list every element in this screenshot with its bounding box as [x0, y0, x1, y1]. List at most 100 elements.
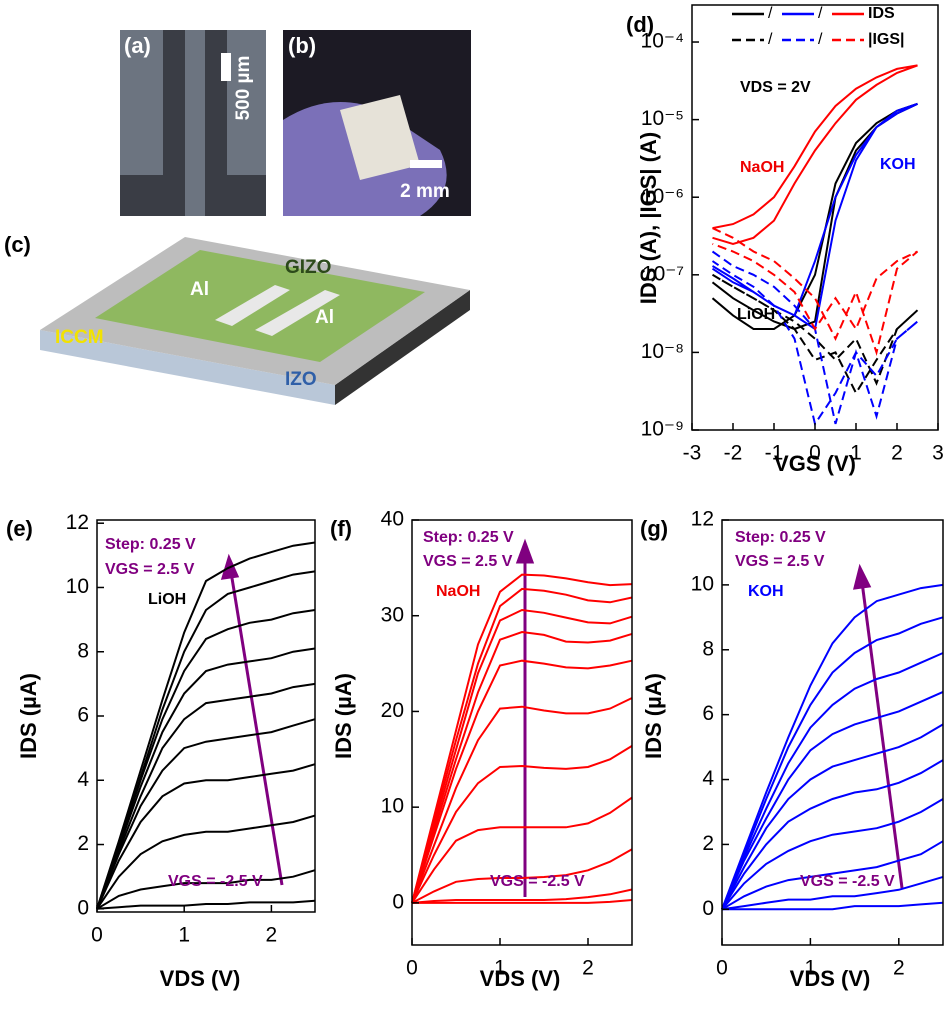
x-tick-label: -2 — [724, 442, 743, 465]
legend-label: |IGS| — [868, 31, 905, 48]
series-line — [411, 630, 633, 904]
annotation: VDS = 2V — [740, 79, 811, 96]
series-line — [721, 616, 944, 910]
series-line — [721, 652, 944, 910]
series-line — [712, 64, 918, 245]
x-tick-label: 1 — [805, 957, 817, 980]
y-tick-label: 10⁻⁸ — [641, 340, 684, 363]
chart: (d) -3 -2 -1 0 1 2 3 10⁻⁹ 10⁻⁸ 10⁻⁷ 10⁻⁶ 10⁻⁵ 10⁻⁴ VGS… — [626, 4, 944, 476]
series-line — [722, 901, 944, 911]
y-tick-label: 10⁻⁴ — [641, 30, 684, 53]
x-tick-label: 2 — [266, 924, 278, 947]
y-axis-label: IDS (µA) — [331, 673, 356, 759]
y-tick-label: 10⁻⁵ — [641, 107, 684, 130]
y-tick-label: 0 — [392, 890, 404, 913]
annotation: NaOH — [436, 583, 480, 600]
x-tick-label: 2 — [893, 957, 905, 980]
x-tick-label: 0 — [406, 957, 418, 980]
y-axis-label: IDS (A), |IGS| (A) — [636, 132, 661, 304]
layer-label: ICCM — [55, 327, 104, 348]
x-axis-label: VGS (V) — [774, 451, 856, 476]
series-line — [721, 690, 944, 910]
series-line — [711, 102, 918, 331]
image-b: (b) 2 mm — [283, 30, 471, 216]
plot-frame — [721, 519, 944, 946]
series-line — [96, 718, 316, 910]
y-tick-label: 4 — [77, 768, 89, 791]
series-line — [711, 273, 919, 396]
series-line — [721, 875, 944, 911]
series-line — [411, 796, 633, 904]
y-tick-label: 4 — [702, 767, 714, 790]
panel-label: (e) — [6, 516, 33, 541]
x-axis-label: VDS (V) — [790, 966, 871, 991]
sample — [340, 95, 420, 180]
x-tick-label: -1 — [765, 442, 784, 465]
annotation: VGS = 2.5 V — [735, 553, 825, 570]
x-tick-label: 3 — [932, 442, 944, 465]
arrow-head — [853, 563, 872, 590]
y-axis-label: IDS (µA) — [641, 673, 666, 759]
annotation: VGS = -2.5 V — [490, 873, 585, 890]
series-line — [721, 798, 944, 910]
plot-frame — [411, 519, 633, 946]
annotation: VGS = -2.5 V — [800, 873, 895, 890]
y-tick-label: 8 — [77, 639, 89, 662]
y-tick-label: 6 — [702, 702, 714, 725]
series-line — [411, 587, 633, 904]
series-line — [96, 763, 316, 910]
series-line — [96, 814, 316, 910]
substrate-side — [40, 330, 335, 405]
x-tick-label: 0 — [716, 957, 728, 980]
scale-label: 2 mm — [400, 181, 450, 202]
legend-label: IDS — [868, 5, 895, 22]
y-tick-label: 30 — [381, 603, 404, 626]
annotation: LiOH — [737, 306, 775, 323]
series-line — [411, 659, 633, 904]
series-line — [411, 608, 633, 904]
x-axis-label: VDS (V) — [160, 966, 241, 991]
annotation: Step: 0.25 V — [423, 529, 514, 546]
series-line — [96, 570, 316, 910]
series-line — [721, 840, 944, 911]
layer-label: Al — [315, 307, 334, 328]
series-line — [721, 583, 944, 910]
y-tick-label: 10⁻⁹ — [641, 418, 684, 441]
series-line — [711, 102, 918, 331]
x-tick-label: 1 — [850, 442, 862, 465]
panel-label: (c) — [4, 232, 31, 257]
x-axis-label: VDS (V) — [480, 966, 561, 991]
series-line — [411, 888, 633, 904]
y-tick-label: 2 — [77, 832, 89, 855]
x-tick-label: 2 — [582, 957, 594, 980]
panel-label: (f) — [330, 516, 352, 541]
series-line — [96, 609, 316, 910]
electrode — [205, 30, 227, 180]
annotation: VGS = 2.5 V — [423, 553, 513, 570]
layer-label: GIZO — [285, 257, 331, 278]
x-tick-label: 0 — [809, 442, 821, 465]
y-tick-label: 10⁻⁷ — [642, 262, 684, 285]
y-tick-label: 10 — [66, 575, 89, 598]
series-line — [412, 899, 633, 904]
y-tick-label: 12 — [691, 508, 714, 531]
electrode — [120, 175, 185, 216]
series-line — [96, 647, 316, 910]
al-electrode — [255, 290, 340, 336]
arrow — [860, 581, 904, 889]
y-tick-label: 10 — [691, 572, 714, 595]
annotation: KOH — [748, 583, 784, 600]
series-line — [96, 682, 316, 910]
annotation: VGS = -2.5 V — [168, 873, 263, 890]
series-line — [411, 745, 633, 904]
panel-label: (g) — [640, 516, 668, 541]
series-line — [96, 899, 316, 910]
annotation: VGS = 2.5 V — [105, 561, 195, 578]
x-tick-label: 1 — [494, 957, 506, 980]
series-line — [721, 723, 944, 910]
legend-separator: / — [768, 31, 773, 48]
electrode — [163, 30, 185, 180]
annotation: Step: 0.25 V — [735, 529, 826, 546]
arrows — [220, 538, 904, 897]
